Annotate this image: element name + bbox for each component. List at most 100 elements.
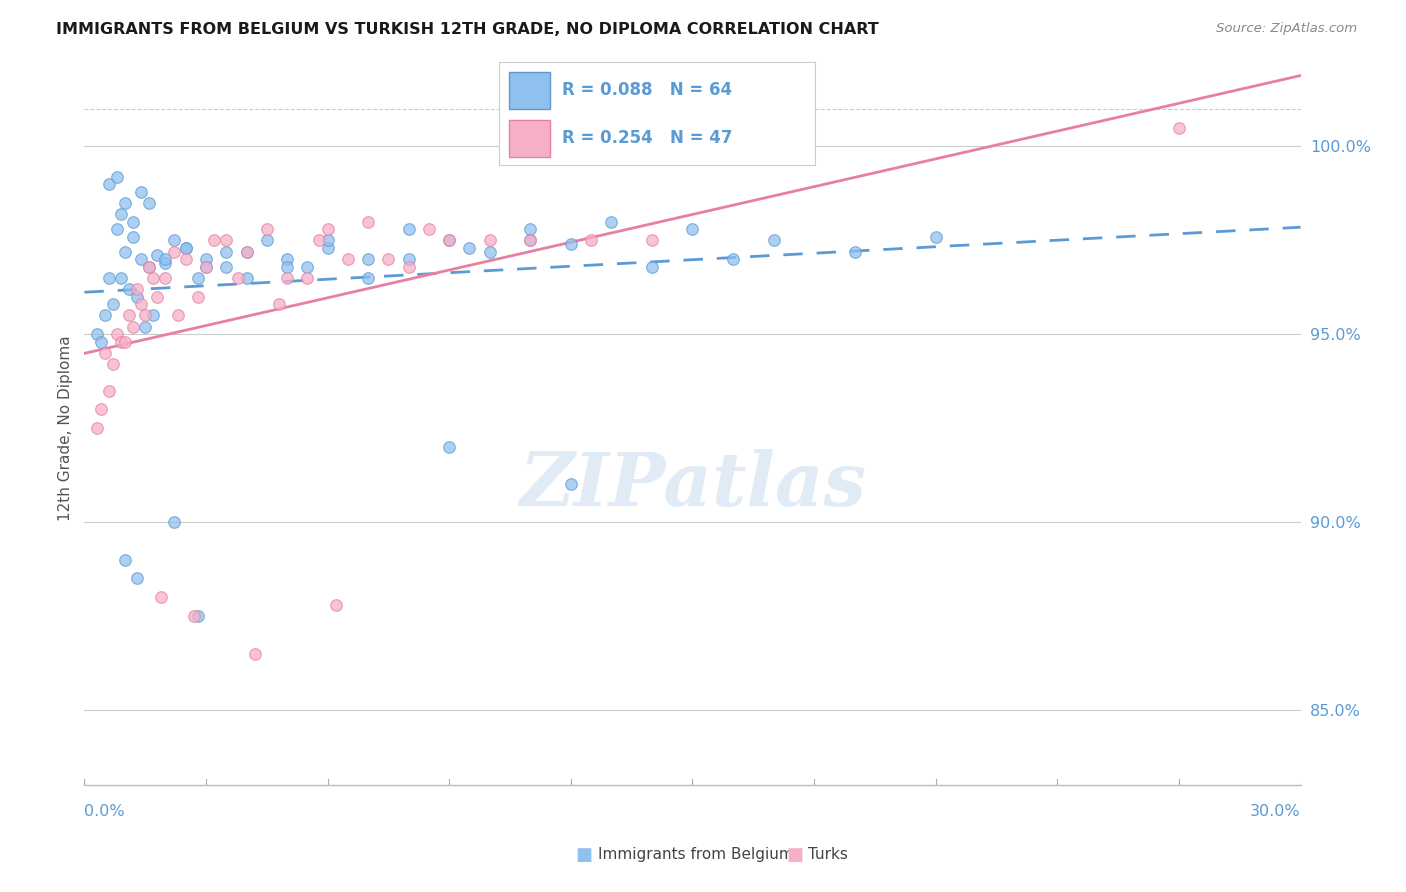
Point xyxy=(478,244,501,259)
Point xyxy=(125,282,148,296)
Point xyxy=(682,222,704,236)
Point xyxy=(110,334,132,349)
Point xyxy=(228,271,250,285)
Point xyxy=(336,252,359,267)
Point xyxy=(398,260,420,274)
Point xyxy=(235,244,257,259)
Text: R = 0.088   N = 64: R = 0.088 N = 64 xyxy=(562,81,733,99)
Point xyxy=(418,222,440,236)
Point xyxy=(142,271,165,285)
Point xyxy=(134,309,156,323)
Point xyxy=(174,252,197,267)
Point xyxy=(194,252,217,267)
Point xyxy=(560,477,582,491)
Point xyxy=(129,185,152,199)
Point xyxy=(202,233,225,247)
Point xyxy=(235,244,257,259)
Point xyxy=(138,260,160,274)
Point xyxy=(138,260,160,274)
Point xyxy=(187,290,209,304)
Point xyxy=(183,609,205,624)
Y-axis label: 12th Grade, No Diploma: 12th Grade, No Diploma xyxy=(58,335,73,521)
Point xyxy=(215,244,238,259)
Point xyxy=(110,207,132,221)
Point xyxy=(641,260,664,274)
Point xyxy=(86,421,108,435)
Point xyxy=(155,252,177,267)
Point xyxy=(1167,120,1189,135)
Text: R = 0.254   N = 47: R = 0.254 N = 47 xyxy=(562,129,733,147)
Point xyxy=(93,346,115,360)
Point xyxy=(146,248,169,262)
Point xyxy=(398,222,420,236)
Point xyxy=(105,169,128,184)
Text: 30.0%: 30.0% xyxy=(1250,804,1301,819)
Point xyxy=(844,244,866,259)
Point xyxy=(316,241,339,255)
Point xyxy=(150,590,173,604)
Point xyxy=(90,402,112,417)
Point xyxy=(86,327,108,342)
Point xyxy=(187,609,209,624)
Point xyxy=(297,271,319,285)
Point xyxy=(114,552,136,566)
Point xyxy=(439,233,461,247)
Point xyxy=(105,327,128,342)
Point xyxy=(925,229,948,244)
Point xyxy=(600,214,623,228)
Point xyxy=(357,252,380,267)
Text: Source: ZipAtlas.com: Source: ZipAtlas.com xyxy=(1216,22,1357,36)
Point xyxy=(101,297,124,311)
Point xyxy=(519,233,541,247)
Point xyxy=(439,233,461,247)
Text: Immigrants from Belgium: Immigrants from Belgium xyxy=(598,847,793,862)
Point xyxy=(174,241,197,255)
Point xyxy=(122,214,145,228)
Text: Turks: Turks xyxy=(808,847,848,862)
Point xyxy=(146,290,169,304)
Point xyxy=(762,233,785,247)
Point xyxy=(243,647,266,661)
Point xyxy=(129,252,152,267)
Point xyxy=(155,256,177,270)
Bar xyxy=(509,71,550,109)
Point xyxy=(138,195,160,210)
Point xyxy=(579,233,602,247)
Point xyxy=(256,222,278,236)
Point xyxy=(142,309,165,323)
Point xyxy=(101,357,124,371)
Point xyxy=(125,571,148,585)
Point xyxy=(114,244,136,259)
Point xyxy=(162,233,184,247)
Point xyxy=(276,252,298,267)
Point xyxy=(377,252,399,267)
Point xyxy=(357,214,380,228)
Point xyxy=(125,290,148,304)
Point xyxy=(215,233,238,247)
Point xyxy=(357,271,380,285)
Point xyxy=(97,177,120,191)
Point xyxy=(276,271,298,285)
Point xyxy=(276,260,298,274)
Point xyxy=(267,297,290,311)
Point xyxy=(187,271,209,285)
Point xyxy=(114,334,136,349)
Point xyxy=(194,260,217,274)
Point xyxy=(114,195,136,210)
Point xyxy=(97,271,120,285)
Point xyxy=(162,515,184,529)
Text: ZIPatlas: ZIPatlas xyxy=(519,449,866,522)
Point xyxy=(398,252,420,267)
Point xyxy=(721,252,744,267)
Point xyxy=(519,233,541,247)
Point xyxy=(90,334,112,349)
Point xyxy=(560,237,582,252)
Point xyxy=(162,244,184,259)
Point xyxy=(122,229,145,244)
Point xyxy=(316,222,339,236)
Point xyxy=(134,319,156,334)
Point xyxy=(118,282,141,296)
Point xyxy=(325,598,347,612)
Point xyxy=(105,222,128,236)
Point xyxy=(155,271,177,285)
